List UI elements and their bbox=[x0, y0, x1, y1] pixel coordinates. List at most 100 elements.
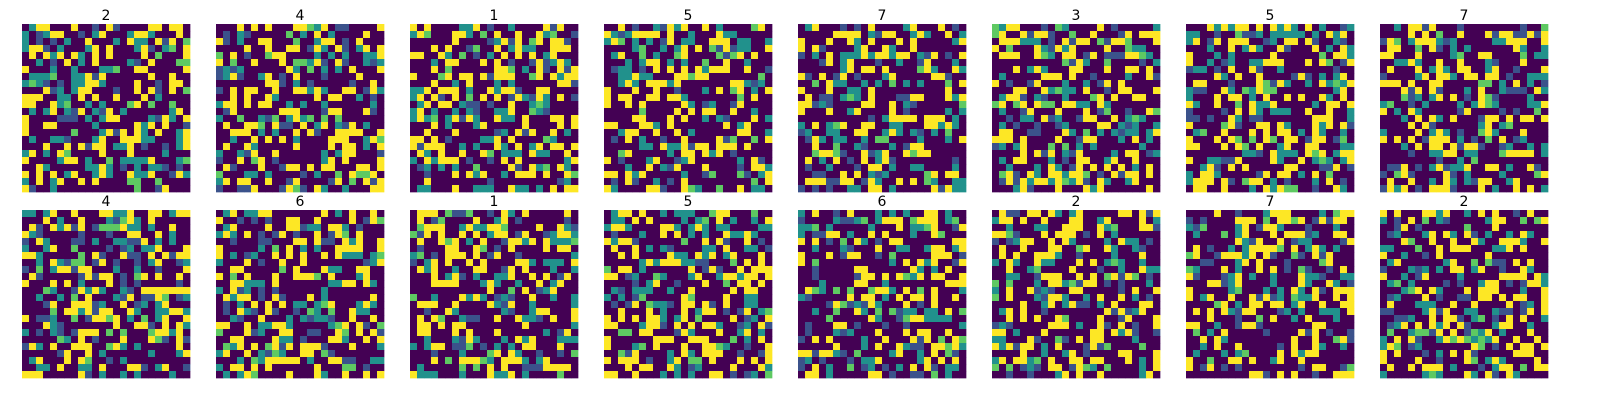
heatmap-cell bbox=[730, 38, 738, 46]
heatmap-cell bbox=[1492, 101, 1500, 109]
heatmap-cell bbox=[819, 59, 827, 67]
heatmap-cell bbox=[1464, 150, 1472, 158]
heatmap-cell bbox=[1270, 178, 1278, 186]
heatmap-cell bbox=[1207, 73, 1215, 81]
heatmap-cell bbox=[543, 94, 551, 102]
heatmap-cell bbox=[515, 94, 523, 102]
heatmap-cell bbox=[1235, 185, 1243, 193]
heatmap-cell bbox=[1305, 38, 1313, 46]
heatmap-cell bbox=[854, 108, 862, 116]
heatmap-cell bbox=[1408, 115, 1416, 123]
heatmap-cell bbox=[370, 87, 378, 95]
heatmap-cell bbox=[564, 101, 572, 109]
heatmap-cell bbox=[1083, 59, 1091, 67]
heatmap-cell bbox=[945, 45, 953, 53]
heatmap-cell bbox=[1104, 143, 1112, 151]
heatmap-cell bbox=[1132, 122, 1140, 130]
heatmap-cell bbox=[716, 24, 724, 32]
heatmap-cell bbox=[424, 122, 432, 130]
heatmap-cell bbox=[293, 122, 301, 130]
heatmap-cell bbox=[370, 94, 378, 102]
heatmap-cell bbox=[1333, 164, 1341, 172]
heatmap-cell bbox=[410, 73, 418, 81]
heatmap-cell bbox=[798, 31, 806, 39]
heatmap-cell bbox=[57, 143, 65, 151]
heatmap-cell bbox=[730, 157, 738, 165]
heatmap-cell bbox=[1326, 150, 1334, 158]
heatmap-cell bbox=[529, 108, 537, 116]
heatmap-cell bbox=[543, 115, 551, 123]
heatmap-cell bbox=[646, 24, 654, 32]
heatmap-cell bbox=[183, 108, 191, 116]
heatmap-cell bbox=[992, 108, 1000, 116]
heatmap-cell bbox=[1506, 157, 1514, 165]
heatmap-cell bbox=[1312, 136, 1320, 144]
heatmap-cell bbox=[1153, 59, 1161, 67]
heatmap-cell bbox=[1146, 143, 1154, 151]
heatmap-cell bbox=[1118, 129, 1126, 137]
heatmap-cell bbox=[113, 59, 121, 67]
heatmap-cell bbox=[508, 52, 516, 60]
heatmap-cell bbox=[356, 136, 364, 144]
heatmap-cell bbox=[1111, 122, 1119, 130]
heatmap-cell bbox=[92, 31, 100, 39]
heatmap-cell bbox=[889, 87, 897, 95]
heatmap-cell bbox=[314, 24, 322, 32]
heatmap-cell bbox=[529, 52, 537, 60]
heatmap-cell bbox=[438, 38, 446, 46]
heatmap-cell bbox=[183, 115, 191, 123]
heatmap-cell bbox=[1249, 101, 1257, 109]
heatmap-cell bbox=[36, 59, 44, 67]
heatmap-cell bbox=[1153, 101, 1161, 109]
heatmap-cell bbox=[1347, 150, 1355, 158]
heatmap-cell bbox=[992, 157, 1000, 165]
heatmap-cell bbox=[798, 80, 806, 88]
heatmap-panel: 4 bbox=[216, 8, 385, 193]
heatmap-cell bbox=[162, 259, 170, 267]
heatmap-cell bbox=[1263, 87, 1271, 95]
heatmap-cell bbox=[1048, 178, 1056, 186]
heatmap-cell bbox=[959, 87, 967, 95]
heatmap-cell bbox=[1055, 38, 1063, 46]
heatmap-cell bbox=[216, 157, 224, 165]
heatmap-cell bbox=[702, 157, 710, 165]
heatmap-cell bbox=[515, 73, 523, 81]
heatmap-cell bbox=[1450, 150, 1458, 158]
heatmap-cell bbox=[424, 101, 432, 109]
heatmap-cell bbox=[501, 45, 509, 53]
heatmap-cell bbox=[169, 73, 177, 81]
heatmap-cell bbox=[716, 143, 724, 151]
heatmap-cell bbox=[78, 185, 86, 193]
heatmap-cell bbox=[604, 122, 612, 130]
heatmap-cell bbox=[272, 108, 280, 116]
heatmap-cell bbox=[945, 59, 953, 67]
heatmap-cell bbox=[1020, 66, 1028, 74]
heatmap-cell bbox=[1214, 136, 1222, 144]
heatmap-cell bbox=[1340, 80, 1348, 88]
heatmap-cell bbox=[868, 87, 876, 95]
heatmap-cell bbox=[1221, 38, 1229, 46]
heatmap-cell bbox=[1326, 157, 1334, 165]
heatmap-cell bbox=[1457, 129, 1465, 137]
heatmap-cell bbox=[424, 24, 432, 32]
heatmap-cell bbox=[938, 66, 946, 74]
heatmap-cell bbox=[1146, 164, 1154, 172]
heatmap-cell bbox=[1471, 122, 1479, 130]
heatmap-cell bbox=[272, 122, 280, 130]
heatmap-cell bbox=[723, 101, 731, 109]
heatmap-cell bbox=[646, 31, 654, 39]
heatmap-cell bbox=[1347, 38, 1355, 46]
heatmap-cell bbox=[758, 94, 766, 102]
heatmap-cell bbox=[120, 259, 128, 267]
heatmap-cell bbox=[230, 94, 238, 102]
heatmap-cell bbox=[1527, 157, 1535, 165]
heatmap-cell bbox=[141, 157, 149, 165]
heatmap-cell bbox=[1125, 115, 1133, 123]
heatmap-cell bbox=[1249, 185, 1257, 193]
heatmap-cell bbox=[688, 129, 696, 137]
heatmap-cell bbox=[501, 101, 509, 109]
heatmap-cell bbox=[258, 101, 266, 109]
heatmap-cell bbox=[1347, 73, 1355, 81]
heatmap-cell bbox=[1492, 24, 1500, 32]
heatmap-cell bbox=[113, 259, 121, 267]
